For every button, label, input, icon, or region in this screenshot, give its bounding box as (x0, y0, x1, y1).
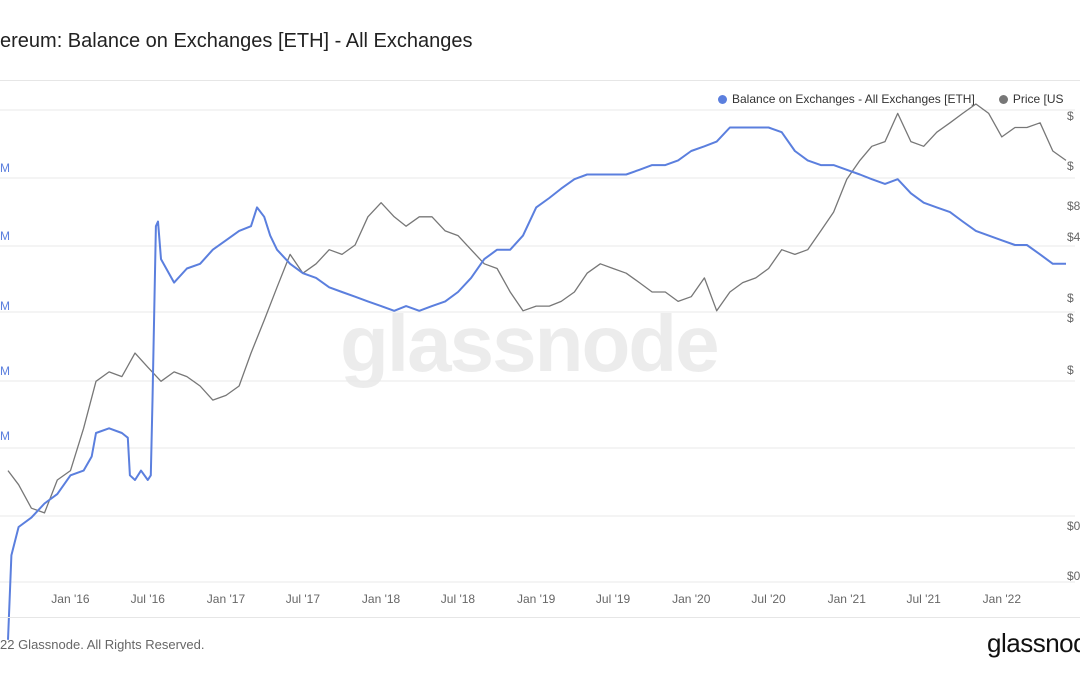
left-axis-label: M (0, 299, 10, 313)
legend-label-balance: Balance on Exchanges - All Exchanges [ET… (732, 92, 975, 106)
legend-label-price: Price [US (1012, 92, 1064, 106)
left-axis-label: M (0, 429, 10, 443)
x-tick-label: Jul '20 (751, 592, 786, 606)
x-tick-label: Jan '21 (828, 592, 867, 606)
watermark: glassnode (340, 299, 720, 388)
x-tick-label: Jul '18 (441, 592, 476, 606)
x-tick-label: Jul '17 (286, 592, 321, 606)
legend-item-balance[interactable]: Balance on Exchanges - All Exchanges [ET… (718, 92, 975, 106)
chart-title: ereum: Balance on Exchanges [ETH] - All … (0, 30, 473, 52)
x-tick-label: Jul '16 (131, 592, 166, 606)
header-divider (0, 80, 1080, 81)
legend-dot-price (998, 94, 1008, 104)
x-tick-label: Jan '17 (207, 592, 246, 606)
copyright-text: 22 Glassnode. All Rights Reserved. (0, 637, 205, 652)
right-axis-label: $ (1067, 311, 1074, 325)
right-axis-label: $ (1067, 363, 1074, 377)
x-tick-label: Jan '20 (672, 592, 711, 606)
left-axis-label: M (0, 161, 10, 175)
legend-item-price[interactable]: Price [US (998, 92, 1064, 106)
right-axis-label: $ (1067, 109, 1074, 123)
series-line-price (7, 103, 1067, 514)
series-line-balance (7, 126, 1066, 640)
left-axis-label: M (0, 229, 10, 243)
brand-logo: glassnode (987, 628, 1080, 658)
right-axis-label: $0 (1067, 569, 1080, 583)
x-tick-label: Jan '22 (983, 592, 1022, 606)
x-tick-label: Jul '19 (596, 592, 631, 606)
legend-dot-balance (718, 94, 727, 104)
right-axis-label: $ (1067, 291, 1074, 305)
x-tick-label: Jan '18 (362, 592, 401, 606)
x-tick-label: Jan '16 (51, 592, 90, 606)
footer-divider (0, 617, 1080, 618)
right-axis-label: $0 (1067, 519, 1080, 533)
x-tick-label: Jan '19 (517, 592, 556, 606)
right-axis-label: $8 (1067, 199, 1080, 213)
x-tick-label: Jul '21 (907, 592, 942, 606)
right-axis-label: $ (1067, 159, 1074, 173)
right-axis-label: $4 (1067, 230, 1080, 244)
left-axis-label: M (0, 364, 10, 378)
chart-legend: Balance on Exchanges - All Exchanges [ET… (718, 92, 1064, 106)
